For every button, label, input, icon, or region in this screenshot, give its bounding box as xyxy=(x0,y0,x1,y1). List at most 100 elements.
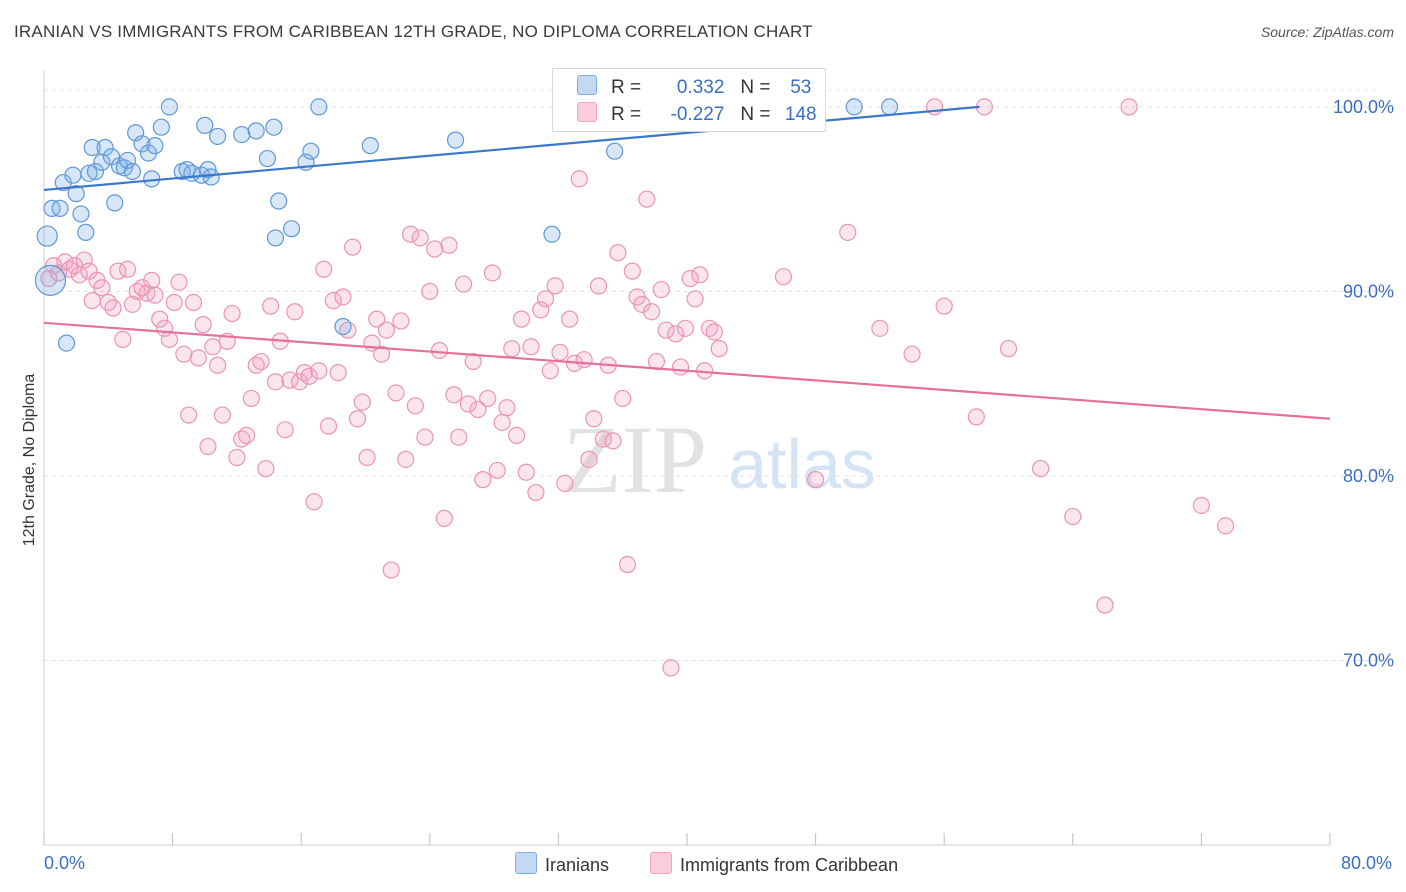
data-point-iranians xyxy=(265,118,283,136)
data-point-caribbean xyxy=(406,397,424,415)
data-point-caribbean xyxy=(871,319,889,337)
data-point-caribbean xyxy=(290,373,309,391)
data-point-iranians xyxy=(77,223,95,241)
data-point-iranians xyxy=(133,135,151,153)
data-point-caribbean xyxy=(604,432,622,450)
data-point-caribbean xyxy=(517,463,535,481)
data-point-iranians xyxy=(266,229,285,247)
data-point-caribbean xyxy=(368,310,386,328)
legend-item-iranians[interactable]: Iranians xyxy=(515,852,609,876)
data-point-caribbean xyxy=(541,362,559,380)
data-point-caribbean xyxy=(589,277,608,295)
blue-series xyxy=(34,98,899,352)
data-point-caribbean xyxy=(1192,496,1211,515)
legend-r-label: R = xyxy=(611,77,642,98)
data-point-caribbean xyxy=(160,330,178,349)
data-point-caribbean xyxy=(392,312,410,330)
data-point-caribbean xyxy=(474,471,492,489)
data-point-caribbean xyxy=(710,340,728,358)
data-point-caribbean xyxy=(1032,459,1050,478)
data-point-caribbean xyxy=(358,448,376,467)
data-point-caribbean xyxy=(114,330,132,349)
data-point-caribbean xyxy=(774,268,793,286)
data-point-caribbean xyxy=(123,295,142,313)
data-point-caribbean xyxy=(454,275,473,293)
data-point-caribbean xyxy=(967,408,985,426)
legend-item-caribbean[interactable]: Immigrants from Caribbean xyxy=(650,852,898,876)
data-point-caribbean xyxy=(146,286,164,304)
data-point-caribbean xyxy=(209,356,227,374)
data-point-caribbean xyxy=(483,264,502,282)
data-point-caribbean xyxy=(305,493,323,511)
data-point-caribbean xyxy=(488,461,506,480)
legend-label: Iranians xyxy=(545,855,610,875)
data-point-iranians xyxy=(334,317,352,336)
legend-n-label: N = xyxy=(740,104,771,125)
data-point-caribbean xyxy=(614,389,632,408)
data-point-caribbean xyxy=(551,343,569,361)
data-point-caribbean xyxy=(223,304,241,323)
y-tick-label: 90.0% xyxy=(1343,281,1394,301)
data-point-caribbean xyxy=(676,319,694,337)
data-point-caribbean xyxy=(609,244,627,262)
data-point-caribbean xyxy=(671,358,690,376)
data-point-iranians xyxy=(196,116,214,134)
data-point-caribbean xyxy=(276,421,294,439)
y-tick-label: 70.0% xyxy=(1343,650,1394,670)
data-point-caribbean xyxy=(104,299,122,317)
trend-line-iranians xyxy=(43,105,980,192)
y-tick-label: 100.0% xyxy=(1333,97,1394,117)
data-point-caribbean xyxy=(623,262,641,280)
grid-lines xyxy=(44,89,1380,661)
data-point-caribbean xyxy=(561,310,579,328)
data-point-caribbean xyxy=(377,321,395,339)
data-point-iranians xyxy=(34,264,67,296)
axes xyxy=(43,70,1331,846)
y-tick-label: 80.0% xyxy=(1343,466,1394,486)
data-point-iranians xyxy=(543,225,561,243)
data-point-iranians xyxy=(310,98,328,116)
data-point-iranians xyxy=(80,164,98,182)
data-point-caribbean xyxy=(479,389,497,408)
data-point-iranians xyxy=(845,98,863,116)
data-point-caribbean xyxy=(469,400,487,419)
data-point-caribbean xyxy=(319,417,338,435)
data-point-caribbean xyxy=(257,459,275,478)
data-point-iranians xyxy=(361,137,379,155)
data-point-caribbean xyxy=(397,450,415,468)
data-point-caribbean xyxy=(657,321,675,339)
legend-r-label: R = xyxy=(611,104,642,125)
legend-swatch-pink xyxy=(650,852,672,874)
data-point-iranians xyxy=(51,199,69,217)
data-point-caribbean xyxy=(165,293,183,312)
data-point-iranians xyxy=(72,205,90,223)
data-point-caribbean xyxy=(151,310,169,328)
data-point-caribbean xyxy=(662,659,680,677)
data-point-caribbean xyxy=(266,373,285,391)
data-point-caribbean xyxy=(353,393,371,411)
data-point-caribbean xyxy=(99,293,117,312)
data-point-caribbean xyxy=(329,364,347,382)
data-point-caribbean xyxy=(189,349,207,367)
data-point-caribbean xyxy=(175,345,193,363)
data-point-caribbean xyxy=(213,406,232,424)
data-point-iranians xyxy=(106,194,124,212)
legend-n-label: N = xyxy=(740,77,771,98)
data-point-caribbean xyxy=(527,483,545,502)
data-point-caribbean xyxy=(450,428,468,446)
legend-n-value: 148 xyxy=(784,104,817,125)
data-point-iranians xyxy=(123,162,142,181)
data-point-caribbean xyxy=(382,561,400,579)
correlation-legend: R = 0.332 N = 53 R = -0.227 N = 148 xyxy=(552,68,826,132)
data-point-caribbean xyxy=(315,260,333,278)
data-point-caribbean xyxy=(464,352,482,371)
data-point-caribbean xyxy=(430,341,449,360)
data-point-caribbean xyxy=(691,266,709,284)
pink-series xyxy=(40,98,1235,677)
data-point-caribbean xyxy=(416,428,434,446)
data-point-iranians xyxy=(446,131,465,149)
data-point-caribbean xyxy=(839,223,857,241)
data-point-caribbean xyxy=(493,413,511,432)
data-point-iranians xyxy=(146,137,164,155)
data-point-caribbean xyxy=(536,290,555,308)
